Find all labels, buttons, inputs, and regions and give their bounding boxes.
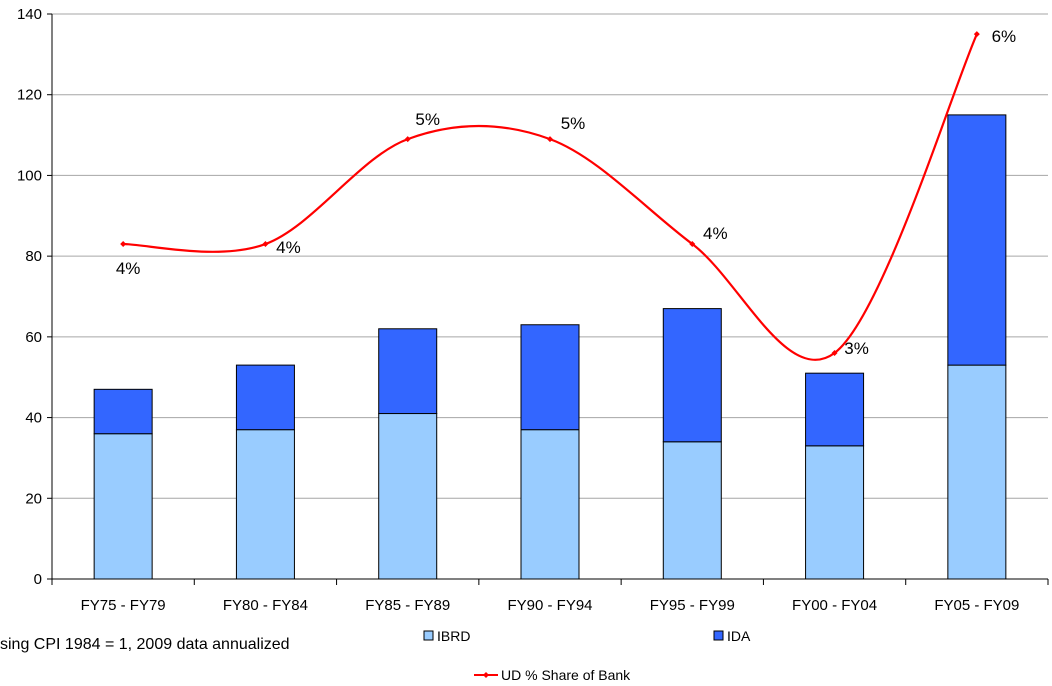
x-tick-label: FY75 - FY79 [81, 597, 166, 614]
line-marker [120, 241, 126, 247]
legend-label-ibrd: IBRD [437, 628, 470, 644]
y-tick-label: 0 [34, 571, 42, 588]
y-tick-label: 60 [25, 329, 42, 346]
bar-ibrd [948, 365, 1006, 579]
line-marker [262, 241, 268, 247]
x-tick-label: FY85 - FY89 [365, 597, 450, 614]
legend-swatch-ibrd [424, 631, 433, 640]
bar-ibrd [806, 446, 864, 579]
x-tick-label: FY00 - FY04 [792, 597, 877, 614]
bar-ida [236, 365, 294, 430]
bar-ibrd [379, 414, 437, 579]
y-tick-label: 140 [17, 6, 42, 23]
bar-ida [663, 309, 721, 442]
bar-ida [806, 373, 864, 446]
x-tick-label: FY90 - FY94 [507, 597, 592, 614]
y-tick-label: 20 [25, 490, 42, 507]
y-tick-label: 100 [17, 167, 42, 184]
legend-label-ud: UD % Share of Bank [501, 667, 631, 683]
bar-ibrd [521, 430, 579, 579]
line-ud-share [123, 34, 977, 360]
data-label: 4% [276, 238, 301, 257]
data-label: 5% [561, 114, 586, 133]
data-label: 4% [116, 259, 141, 278]
bar-ibrd [663, 442, 721, 579]
bar-ida [521, 325, 579, 430]
bar-ida [94, 389, 152, 433]
line-marker [405, 136, 411, 142]
data-label: 3% [844, 339, 869, 358]
bar-ida [379, 329, 437, 414]
x-tick-label: FY05 - FY09 [934, 597, 1019, 614]
x-tick-label: FY95 - FY99 [650, 597, 735, 614]
line-marker [547, 136, 553, 142]
data-label: 5% [415, 110, 440, 129]
data-label: 6% [992, 27, 1017, 46]
y-tick-label: 120 [17, 87, 42, 104]
bar-ibrd [236, 430, 294, 579]
legend-label-ida: IDA [727, 628, 751, 644]
bar-ida [948, 115, 1006, 365]
legend-marker-ud [483, 672, 489, 678]
bar-ibrd [94, 434, 152, 579]
x-tick-label: FY80 - FY84 [223, 597, 308, 614]
data-label: 4% [703, 224, 728, 243]
chart-note: sing CPI 1984 = 1, 2009 data annualized [0, 636, 290, 654]
y-tick-label: 80 [25, 248, 42, 265]
y-tick-label: 40 [25, 410, 42, 427]
legend-swatch-ida [714, 631, 723, 640]
